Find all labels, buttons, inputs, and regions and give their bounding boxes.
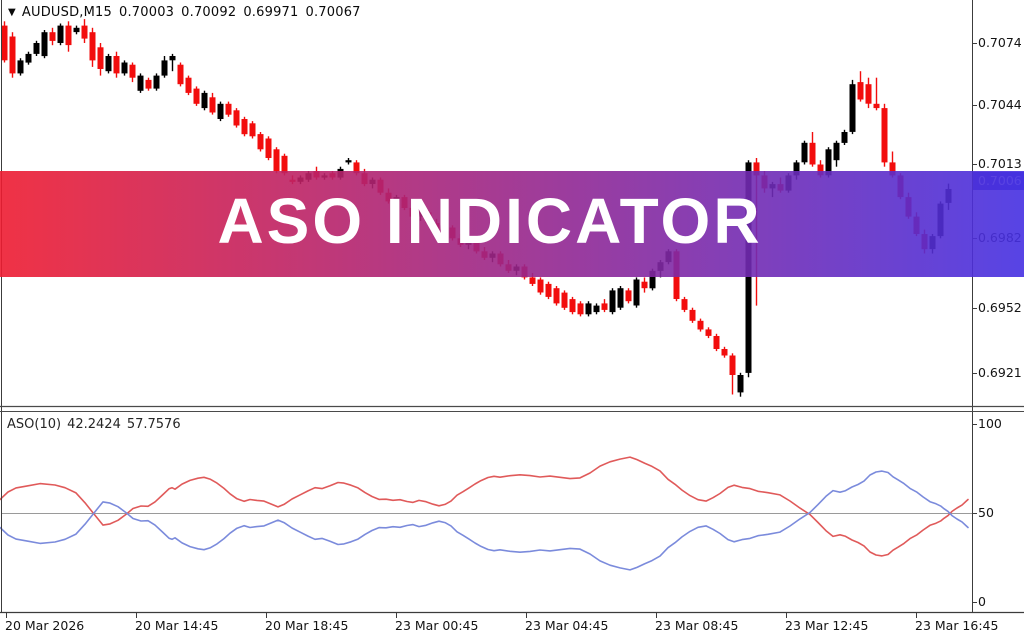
indicator-axis-label: 50: [978, 505, 994, 520]
price-axis-label: 0.7013: [978, 156, 1022, 171]
time-axis-label: 23 Mar 04:45: [525, 618, 609, 633]
price-axis-label: 0.6921: [978, 365, 1022, 380]
indicator-value-1: 42.2424: [67, 417, 121, 432]
high-value: 0.70092: [181, 5, 237, 20]
time-axis-label: 23 Mar 12:45: [785, 618, 869, 633]
indicator-axis-label: 100: [978, 416, 1002, 431]
open-value: 0.70003: [118, 5, 175, 20]
time-axis-label: 20 Mar 14:45: [135, 618, 219, 633]
price-axis-label: 0.7074: [978, 35, 1022, 50]
time-axis-label: 20 Mar 2026: [5, 618, 85, 633]
symbol-timeframe-label: AUDUSD,M15: [21, 5, 112, 20]
time-axis-label: 20 Mar 18:45: [265, 618, 349, 633]
low-value: 0.69971: [243, 5, 299, 20]
aso-indicator-banner: ASO INDICATOR: [0, 171, 1024, 277]
close-value: 0.70067: [305, 5, 361, 20]
indicator-name: ASO(10): [7, 417, 62, 432]
indicator-title: ASO(10) 42.2424 57.7576: [7, 417, 187, 432]
indicator-value-2: 57.7576: [126, 417, 181, 432]
banner-title: ASO INDICATOR: [217, 185, 763, 257]
indicator-axis-label: 0: [978, 594, 986, 609]
time-axis-label: 23 Mar 00:45: [395, 618, 479, 633]
chart-ohlc-header: ▼ AUDUSD,M15 0.70003 0.70092 0.69971 0.70067: [8, 5, 368, 20]
price-axis-label: 0.6952: [978, 300, 1022, 315]
time-axis-label: 23 Mar 16:45: [915, 618, 999, 633]
time-axis-label: 23 Mar 08:45: [655, 618, 739, 633]
symbol-dropdown-icon[interactable]: ▼: [8, 7, 16, 18]
price-axis-label: 0.7044: [978, 97, 1022, 112]
